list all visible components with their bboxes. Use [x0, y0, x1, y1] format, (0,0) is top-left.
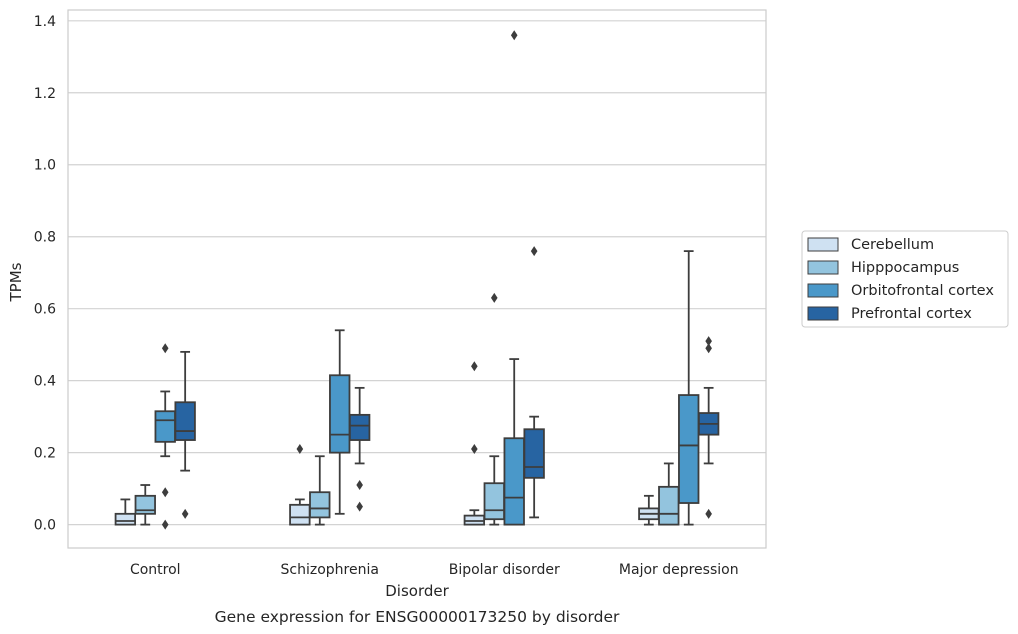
- box-cerebellum: [289, 444, 311, 526]
- legend-swatch: [807, 260, 839, 275]
- y-tick-label: 1.0: [34, 158, 56, 174]
- legend: Cerebellum Hipppocampus Orbitofrontal cort…: [801, 230, 1009, 328]
- box-iqr: [174, 401, 196, 441]
- legend-label: Orbitofrontal cortex: [851, 283, 994, 299]
- outlier-point: [510, 30, 518, 41]
- outlier-point: [296, 444, 304, 455]
- legend-swatch: [807, 237, 839, 252]
- y-axis-title: TPMs: [7, 262, 25, 302]
- outlier-point: [471, 361, 478, 372]
- y-tick-label: 0.4: [34, 374, 56, 390]
- box-iqr: [329, 374, 351, 454]
- x-tick-label: Schizophrenia: [281, 562, 379, 578]
- box-iqr: [154, 410, 176, 443]
- outlier-point: [705, 343, 712, 354]
- box-orbitofrontal-cortex: [503, 30, 525, 526]
- outlier-point: [161, 343, 169, 354]
- x-axis-title: Disorder: [385, 582, 449, 600]
- box-iqr: [483, 482, 505, 521]
- box-groups: [114, 30, 720, 530]
- outlier-point: [490, 292, 498, 303]
- legend-label: Prefrontal cortex: [851, 306, 972, 322]
- x-tick-label: Control: [130, 562, 181, 578]
- box-orbitofrontal-cortex: [678, 250, 700, 526]
- y-tick-label: 0.8: [34, 230, 56, 246]
- outlier-point: [356, 501, 363, 512]
- outlier-point: [705, 508, 712, 519]
- legend-swatch: [807, 283, 839, 298]
- figure-caption: Gene expression for ENSG00000173250 by d…: [215, 608, 620, 626]
- legend-label: Cerebellum: [851, 237, 934, 253]
- box-cerebellum: [638, 494, 660, 526]
- box-hipppocampus: [483, 292, 505, 526]
- box-iqr: [289, 503, 311, 526]
- x-tick-label: Major depression: [619, 562, 739, 578]
- box-iqr: [523, 428, 545, 479]
- box-iqr: [678, 394, 700, 504]
- y-tick-label: 0.2: [34, 446, 56, 462]
- x-tick-label: Bipolar disorder: [449, 562, 560, 578]
- box-orbitofrontal-cortex: [154, 343, 176, 530]
- outlier-point: [161, 487, 169, 498]
- box-iqr: [503, 437, 525, 526]
- y-tick-label: 0.6: [34, 302, 56, 318]
- box-iqr: [658, 485, 680, 526]
- plot-area-frame: [67, 9, 767, 549]
- outlier-point: [530, 246, 538, 257]
- box-iqr: [309, 491, 331, 519]
- box-prefrontal-cortex: [174, 350, 196, 519]
- x-tick-labels: Control Schizophrenia Bipolar disorder Majo…: [130, 562, 739, 578]
- outlier-point: [471, 444, 478, 455]
- box-orbitofrontal-cortex: [329, 329, 351, 515]
- outlier-point: [356, 480, 363, 491]
- legend-frame: [801, 230, 1009, 328]
- box-iqr: [348, 413, 371, 441]
- y-tick-labels: 0.0 0.2 0.4 0.6 0.8 1.0 1.2 1.4: [34, 14, 56, 534]
- box-iqr: [114, 512, 137, 526]
- legend-swatch: [807, 306, 839, 321]
- y-tick-label: 1.2: [34, 86, 56, 102]
- box-cerebellum: [463, 361, 486, 526]
- outlier-point: [161, 519, 169, 530]
- legend-label: Hipppocampus: [851, 260, 959, 276]
- box-hipppocampus: [658, 462, 680, 526]
- box-hipppocampus: [309, 455, 331, 526]
- grid-lines: [68, 20, 766, 526]
- box-prefrontal-cortex: [697, 336, 720, 519]
- outlier-point: [181, 508, 189, 519]
- box-prefrontal-cortex: [348, 386, 371, 512]
- box-prefrontal-cortex: [523, 246, 545, 519]
- y-tick-label: 1.4: [34, 14, 56, 30]
- outlier-point: [705, 336, 712, 347]
- y-tick-label: 0.0: [34, 518, 56, 534]
- box-hipppocampus: [134, 484, 156, 526]
- box-cerebellum: [114, 498, 137, 526]
